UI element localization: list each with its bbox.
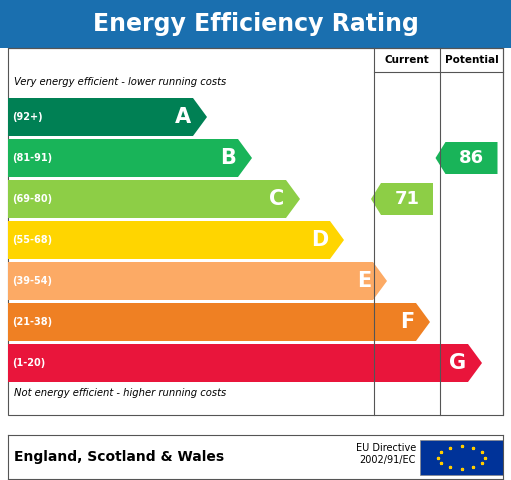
Text: 86: 86: [459, 149, 484, 167]
Text: E: E: [357, 271, 371, 291]
Polygon shape: [8, 221, 344, 259]
Text: G: G: [449, 353, 466, 373]
Text: Energy Efficiency Rating: Energy Efficiency Rating: [92, 12, 419, 36]
Bar: [8, 48, 503, 415]
Bar: [420, 440, 503, 475]
Text: (81-91): (81-91): [12, 153, 52, 163]
Text: England, Scotland & Wales: England, Scotland & Wales: [14, 451, 224, 465]
Polygon shape: [371, 183, 433, 215]
Text: D: D: [311, 230, 328, 250]
Polygon shape: [435, 142, 498, 174]
Text: (39-54): (39-54): [12, 276, 52, 286]
Text: A: A: [175, 107, 191, 127]
Text: Very energy efficient - lower running costs: Very energy efficient - lower running co…: [14, 77, 226, 87]
Text: (92+): (92+): [12, 112, 42, 122]
Text: Potential: Potential: [445, 55, 498, 65]
Text: 71: 71: [394, 190, 420, 208]
Text: B: B: [220, 148, 236, 168]
Text: (1-20): (1-20): [12, 358, 45, 368]
Text: 2002/91/EC: 2002/91/EC: [360, 455, 416, 465]
Text: Not energy efficient - higher running costs: Not energy efficient - higher running co…: [14, 388, 226, 398]
Text: (55-68): (55-68): [12, 235, 52, 245]
Text: EU Directive: EU Directive: [356, 443, 416, 453]
Polygon shape: [8, 139, 252, 177]
Polygon shape: [8, 262, 387, 300]
Polygon shape: [8, 98, 207, 136]
Text: F: F: [400, 312, 414, 332]
Bar: [0, 0, 511, 48]
Polygon shape: [8, 344, 482, 382]
Text: (21-38): (21-38): [12, 317, 52, 327]
Polygon shape: [8, 303, 430, 341]
Text: (69-80): (69-80): [12, 194, 52, 204]
Text: C: C: [269, 189, 284, 209]
Polygon shape: [8, 180, 300, 218]
Text: Current: Current: [385, 55, 429, 65]
